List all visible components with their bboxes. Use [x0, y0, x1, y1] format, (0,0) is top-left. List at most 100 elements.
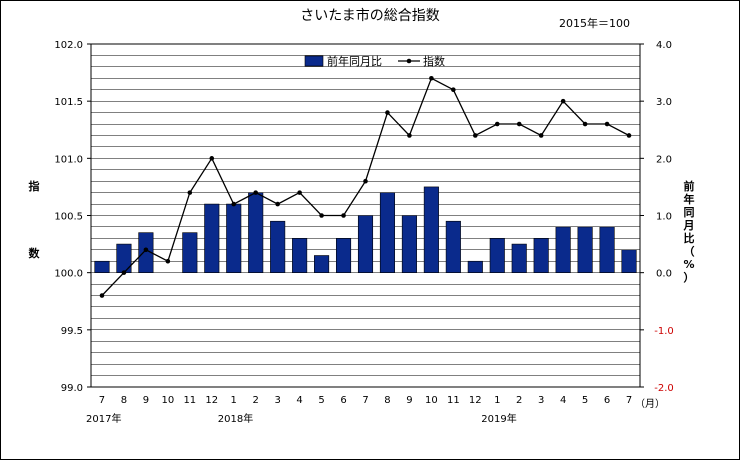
- bar: [204, 203, 220, 273]
- index-point: [626, 133, 632, 138]
- index-point: [187, 190, 193, 195]
- right-tick-label: 1.0: [656, 212, 672, 223]
- index-point: [604, 121, 610, 127]
- left-tick-label: 100.0: [54, 269, 83, 280]
- bar: [599, 226, 615, 273]
- index-point: [231, 201, 237, 207]
- x-tick-label: 11: [447, 395, 460, 406]
- right-tick-label: 2.0: [656, 154, 672, 165]
- bar: [467, 260, 483, 273]
- index-point: [451, 87, 456, 93]
- x-tick-label: 4: [560, 395, 566, 406]
- legend-line-marker: [406, 58, 412, 64]
- bar: [555, 226, 571, 273]
- x-unit-label: （月）: [635, 398, 665, 410]
- left-tick-label: 100.5: [54, 212, 83, 223]
- bar: [226, 203, 242, 273]
- x-tick-label: 10: [425, 395, 438, 406]
- left-axis-label-char: 数: [29, 246, 41, 260]
- right-tick-label: -1.0: [654, 326, 674, 337]
- x-tick-label: 5: [582, 395, 588, 406]
- index-point: [494, 121, 500, 127]
- index-point: [297, 190, 302, 195]
- bar: [423, 186, 439, 273]
- year-label: 2019年: [481, 412, 516, 425]
- x-tick-label: 1: [494, 395, 500, 406]
- axis-labels: 指数 前年同月比（%）: [29, 179, 695, 284]
- index-point: [560, 98, 566, 104]
- x-tick-label: 3: [538, 395, 544, 406]
- index-point: [209, 156, 215, 161]
- x-tick-label: 11: [183, 395, 196, 406]
- axes: 99.099.5100.0100.5101.0101.5102.0-2.0-1.…: [54, 40, 673, 425]
- right-axis-label-char: 前: [684, 179, 695, 193]
- x-tick-label: 2: [516, 395, 522, 406]
- x-tick-label: 9: [143, 395, 149, 406]
- index-point: [473, 133, 478, 138]
- right-axis-label-char: %: [683, 258, 694, 271]
- left-tick-label: 101.5: [54, 97, 83, 108]
- left-tick-label: 99.5: [61, 326, 83, 337]
- right-tick-label: 4.0: [656, 40, 672, 51]
- legend: 前年同月比 指数: [304, 54, 445, 68]
- x-tick-label: 2: [253, 395, 259, 406]
- bar-series: [94, 186, 637, 273]
- legend-bar-swatch: [304, 55, 324, 67]
- index-point: [99, 293, 105, 298]
- x-tick-label: 9: [406, 395, 412, 406]
- bar: [270, 220, 286, 273]
- index-point: [121, 270, 127, 275]
- index-point: [165, 258, 171, 264]
- bar: [94, 260, 110, 273]
- index-point: [407, 133, 412, 138]
- x-tick-label: 10: [161, 395, 174, 406]
- index-point: [253, 190, 258, 195]
- bar: [314, 255, 330, 273]
- bar: [577, 226, 593, 273]
- x-tick-label: 7: [99, 395, 105, 406]
- right-axis-label-char: （: [684, 245, 695, 258]
- x-tick-label: 3: [274, 395, 280, 406]
- x-tick-label: 8: [384, 395, 390, 406]
- legend-bar-label: 前年同月比: [327, 54, 382, 68]
- x-tick-label: 12: [205, 395, 218, 406]
- bar: [621, 249, 637, 273]
- left-tick-label: 102.0: [54, 40, 83, 51]
- left-tick-label: 99.0: [61, 383, 83, 394]
- x-tick-label: 6: [604, 395, 610, 406]
- index-point: [363, 178, 368, 184]
- right-axis-label-char: 月: [683, 219, 695, 232]
- chart-title: さいたま市の総合指数: [300, 7, 440, 24]
- bar: [138, 232, 154, 273]
- index-point: [341, 213, 346, 218]
- bar: [116, 243, 132, 273]
- left-tick-label: 101.0: [54, 154, 83, 165]
- bar: [511, 243, 527, 273]
- right-axis-label-char: 比: [684, 231, 695, 245]
- right-tick-label: 0.0: [656, 269, 672, 280]
- x-tick-label: 4: [296, 395, 302, 406]
- index-point: [429, 76, 434, 81]
- x-tick-label: 8: [121, 395, 127, 406]
- index-point: [319, 213, 324, 218]
- bar: [401, 215, 417, 273]
- bar: [533, 238, 549, 273]
- index-point: [538, 133, 544, 138]
- right-tick-label: 3.0: [656, 97, 672, 108]
- bar: [248, 192, 264, 273]
- right-tick-label: -2.0: [654, 383, 674, 394]
- bar: [357, 215, 374, 273]
- left-axis-label-char: 指: [29, 179, 40, 193]
- x-tick-label: 6: [340, 395, 346, 406]
- index-point: [143, 247, 149, 253]
- index-point: [516, 121, 522, 127]
- base-year-note: 2015年＝100: [559, 16, 630, 30]
- x-tick-label: 1: [231, 395, 237, 406]
- index-point: [582, 121, 588, 127]
- year-label: 2017年: [86, 412, 121, 425]
- bar: [379, 192, 396, 273]
- line-series: [99, 76, 632, 298]
- bar: [489, 238, 505, 273]
- right-axis-label-char: 同: [684, 206, 695, 219]
